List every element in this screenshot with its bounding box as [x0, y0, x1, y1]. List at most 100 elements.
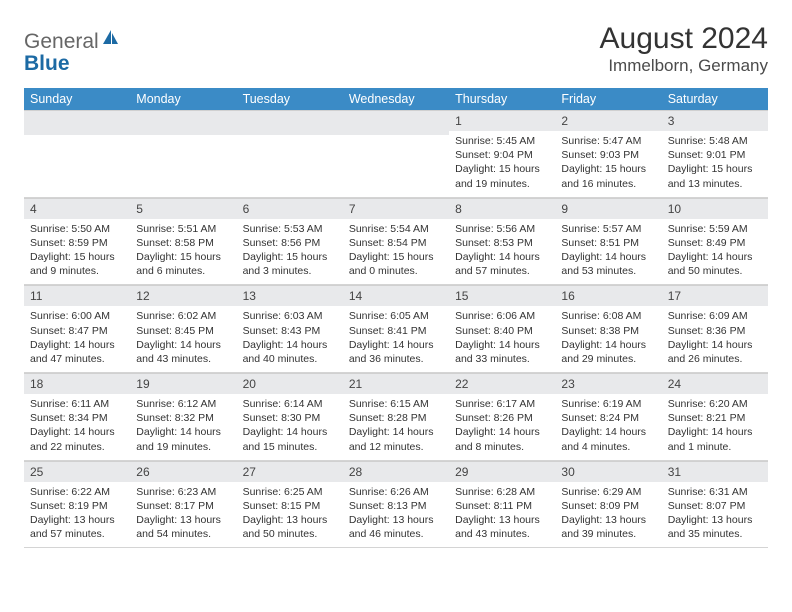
day-details: Sunrise: 5:57 AMSunset: 8:51 PMDaylight:… — [555, 219, 661, 285]
calendar-day-cell: 23Sunrise: 6:19 AMSunset: 8:24 PMDayligh… — [555, 373, 661, 461]
day-number: 23 — [555, 373, 661, 394]
weekday-header: Thursday — [449, 88, 555, 110]
day-number: 9 — [555, 198, 661, 219]
day-details: Sunrise: 5:47 AMSunset: 9:03 PMDaylight:… — [555, 131, 661, 197]
day-details: Sunrise: 5:54 AMSunset: 8:54 PMDaylight:… — [343, 219, 449, 285]
day-details: Sunrise: 6:26 AMSunset: 8:13 PMDaylight:… — [343, 482, 449, 548]
day-number: 10 — [662, 198, 768, 219]
day-details: Sunrise: 5:51 AMSunset: 8:58 PMDaylight:… — [130, 219, 236, 285]
day-details: Sunrise: 6:17 AMSunset: 8:26 PMDaylight:… — [449, 394, 555, 460]
calendar-day-cell — [24, 110, 130, 197]
title-block: August 2024 Immelborn, Germany — [600, 22, 768, 76]
day-number: 15 — [449, 285, 555, 306]
day-number: 25 — [24, 461, 130, 482]
calendar-day-cell: 6Sunrise: 5:53 AMSunset: 8:56 PMDaylight… — [237, 197, 343, 285]
day-number: 16 — [555, 285, 661, 306]
calendar-day-cell: 10Sunrise: 5:59 AMSunset: 8:49 PMDayligh… — [662, 197, 768, 285]
day-details: Sunrise: 6:05 AMSunset: 8:41 PMDaylight:… — [343, 306, 449, 372]
calendar-week-row: 25Sunrise: 6:22 AMSunset: 8:19 PMDayligh… — [24, 460, 768, 548]
day-details: Sunrise: 6:02 AMSunset: 8:45 PMDaylight:… — [130, 306, 236, 372]
weekday-header: Sunday — [24, 88, 130, 110]
calendar-day-cell: 29Sunrise: 6:28 AMSunset: 8:11 PMDayligh… — [449, 460, 555, 548]
day-number: 8 — [449, 198, 555, 219]
calendar-day-cell: 15Sunrise: 6:06 AMSunset: 8:40 PMDayligh… — [449, 285, 555, 373]
calendar-week-row: 18Sunrise: 6:11 AMSunset: 8:34 PMDayligh… — [24, 373, 768, 461]
weekday-header: Friday — [555, 88, 661, 110]
calendar-day-cell: 14Sunrise: 6:05 AMSunset: 8:41 PMDayligh… — [343, 285, 449, 373]
day-details: Sunrise: 6:25 AMSunset: 8:15 PMDaylight:… — [237, 482, 343, 548]
day-number: 29 — [449, 461, 555, 482]
day-number: 12 — [130, 285, 236, 306]
location-label: Immelborn, Germany — [600, 56, 768, 76]
day-details: Sunrise: 5:59 AMSunset: 8:49 PMDaylight:… — [662, 219, 768, 285]
day-details: Sunrise: 6:28 AMSunset: 8:11 PMDaylight:… — [449, 482, 555, 548]
brand-name-part1: General — [24, 30, 99, 54]
calendar-body: 1Sunrise: 5:45 AMSunset: 9:04 PMDaylight… — [24, 110, 768, 548]
day-number: 27 — [237, 461, 343, 482]
day-number: 20 — [237, 373, 343, 394]
day-number: 3 — [662, 110, 768, 131]
calendar-day-cell: 21Sunrise: 6:15 AMSunset: 8:28 PMDayligh… — [343, 373, 449, 461]
day-details: Sunrise: 6:19 AMSunset: 8:24 PMDaylight:… — [555, 394, 661, 460]
day-number: 1 — [449, 110, 555, 131]
calendar-day-cell: 22Sunrise: 6:17 AMSunset: 8:26 PMDayligh… — [449, 373, 555, 461]
empty-day-number — [24, 110, 130, 135]
calendar-day-cell: 5Sunrise: 5:51 AMSunset: 8:58 PMDaylight… — [130, 197, 236, 285]
empty-day-number — [237, 110, 343, 135]
brand-logo: General — [24, 28, 121, 55]
empty-day-details — [24, 135, 130, 191]
calendar-day-cell: 11Sunrise: 6:00 AMSunset: 8:47 PMDayligh… — [24, 285, 130, 373]
calendar-table: SundayMondayTuesdayWednesdayThursdayFrid… — [24, 88, 768, 548]
day-number: 2 — [555, 110, 661, 131]
day-details: Sunrise: 6:31 AMSunset: 8:07 PMDaylight:… — [662, 482, 768, 548]
empty-day-number — [343, 110, 449, 135]
brand-name-part2: Blue — [24, 52, 70, 75]
day-details: Sunrise: 6:22 AMSunset: 8:19 PMDaylight:… — [24, 482, 130, 548]
day-details: Sunrise: 5:56 AMSunset: 8:53 PMDaylight:… — [449, 219, 555, 285]
calendar-page: General August 2024 Immelborn, Germany B… — [0, 0, 792, 548]
empty-day-details — [130, 135, 236, 191]
month-title: August 2024 — [600, 22, 768, 56]
calendar-week-row: 4Sunrise: 5:50 AMSunset: 8:59 PMDaylight… — [24, 197, 768, 285]
empty-day-details — [343, 135, 449, 191]
day-number: 5 — [130, 198, 236, 219]
day-number: 26 — [130, 461, 236, 482]
day-details: Sunrise: 6:23 AMSunset: 8:17 PMDaylight:… — [130, 482, 236, 548]
day-details: Sunrise: 6:06 AMSunset: 8:40 PMDaylight:… — [449, 306, 555, 372]
day-details: Sunrise: 6:20 AMSunset: 8:21 PMDaylight:… — [662, 394, 768, 460]
calendar-day-cell: 4Sunrise: 5:50 AMSunset: 8:59 PMDaylight… — [24, 197, 130, 285]
day-details: Sunrise: 6:11 AMSunset: 8:34 PMDaylight:… — [24, 394, 130, 460]
calendar-day-cell: 17Sunrise: 6:09 AMSunset: 8:36 PMDayligh… — [662, 285, 768, 373]
day-details: Sunrise: 5:45 AMSunset: 9:04 PMDaylight:… — [449, 131, 555, 197]
day-details: Sunrise: 5:48 AMSunset: 9:01 PMDaylight:… — [662, 131, 768, 197]
day-details: Sunrise: 6:09 AMSunset: 8:36 PMDaylight:… — [662, 306, 768, 372]
calendar-day-cell: 13Sunrise: 6:03 AMSunset: 8:43 PMDayligh… — [237, 285, 343, 373]
calendar-day-cell: 26Sunrise: 6:23 AMSunset: 8:17 PMDayligh… — [130, 460, 236, 548]
calendar-day-cell: 30Sunrise: 6:29 AMSunset: 8:09 PMDayligh… — [555, 460, 661, 548]
day-details: Sunrise: 5:50 AMSunset: 8:59 PMDaylight:… — [24, 219, 130, 285]
day-number: 30 — [555, 461, 661, 482]
day-number: 6 — [237, 198, 343, 219]
day-number: 19 — [130, 373, 236, 394]
weekday-header: Saturday — [662, 88, 768, 110]
day-details: Sunrise: 6:15 AMSunset: 8:28 PMDaylight:… — [343, 394, 449, 460]
weekday-header: Tuesday — [237, 88, 343, 110]
calendar-day-cell: 24Sunrise: 6:20 AMSunset: 8:21 PMDayligh… — [662, 373, 768, 461]
calendar-week-row: 11Sunrise: 6:00 AMSunset: 8:47 PMDayligh… — [24, 285, 768, 373]
day-number: 21 — [343, 373, 449, 394]
day-details: Sunrise: 6:14 AMSunset: 8:30 PMDaylight:… — [237, 394, 343, 460]
day-details: Sunrise: 6:03 AMSunset: 8:43 PMDaylight:… — [237, 306, 343, 372]
day-number: 18 — [24, 373, 130, 394]
calendar-week-row: 1Sunrise: 5:45 AMSunset: 9:04 PMDaylight… — [24, 110, 768, 197]
day-number: 17 — [662, 285, 768, 306]
empty-day-number — [130, 110, 236, 135]
day-number: 7 — [343, 198, 449, 219]
weekday-header: Monday — [130, 88, 236, 110]
calendar-day-cell: 28Sunrise: 6:26 AMSunset: 8:13 PMDayligh… — [343, 460, 449, 548]
day-number: 24 — [662, 373, 768, 394]
calendar-day-cell: 18Sunrise: 6:11 AMSunset: 8:34 PMDayligh… — [24, 373, 130, 461]
calendar-day-cell — [237, 110, 343, 197]
calendar-day-cell — [343, 110, 449, 197]
calendar-day-cell: 8Sunrise: 5:56 AMSunset: 8:53 PMDaylight… — [449, 197, 555, 285]
calendar-day-cell: 9Sunrise: 5:57 AMSunset: 8:51 PMDaylight… — [555, 197, 661, 285]
